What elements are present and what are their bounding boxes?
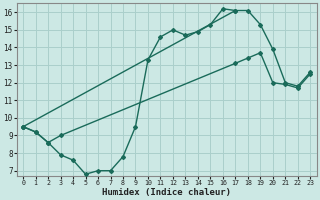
X-axis label: Humidex (Indice chaleur): Humidex (Indice chaleur) [102, 188, 231, 197]
